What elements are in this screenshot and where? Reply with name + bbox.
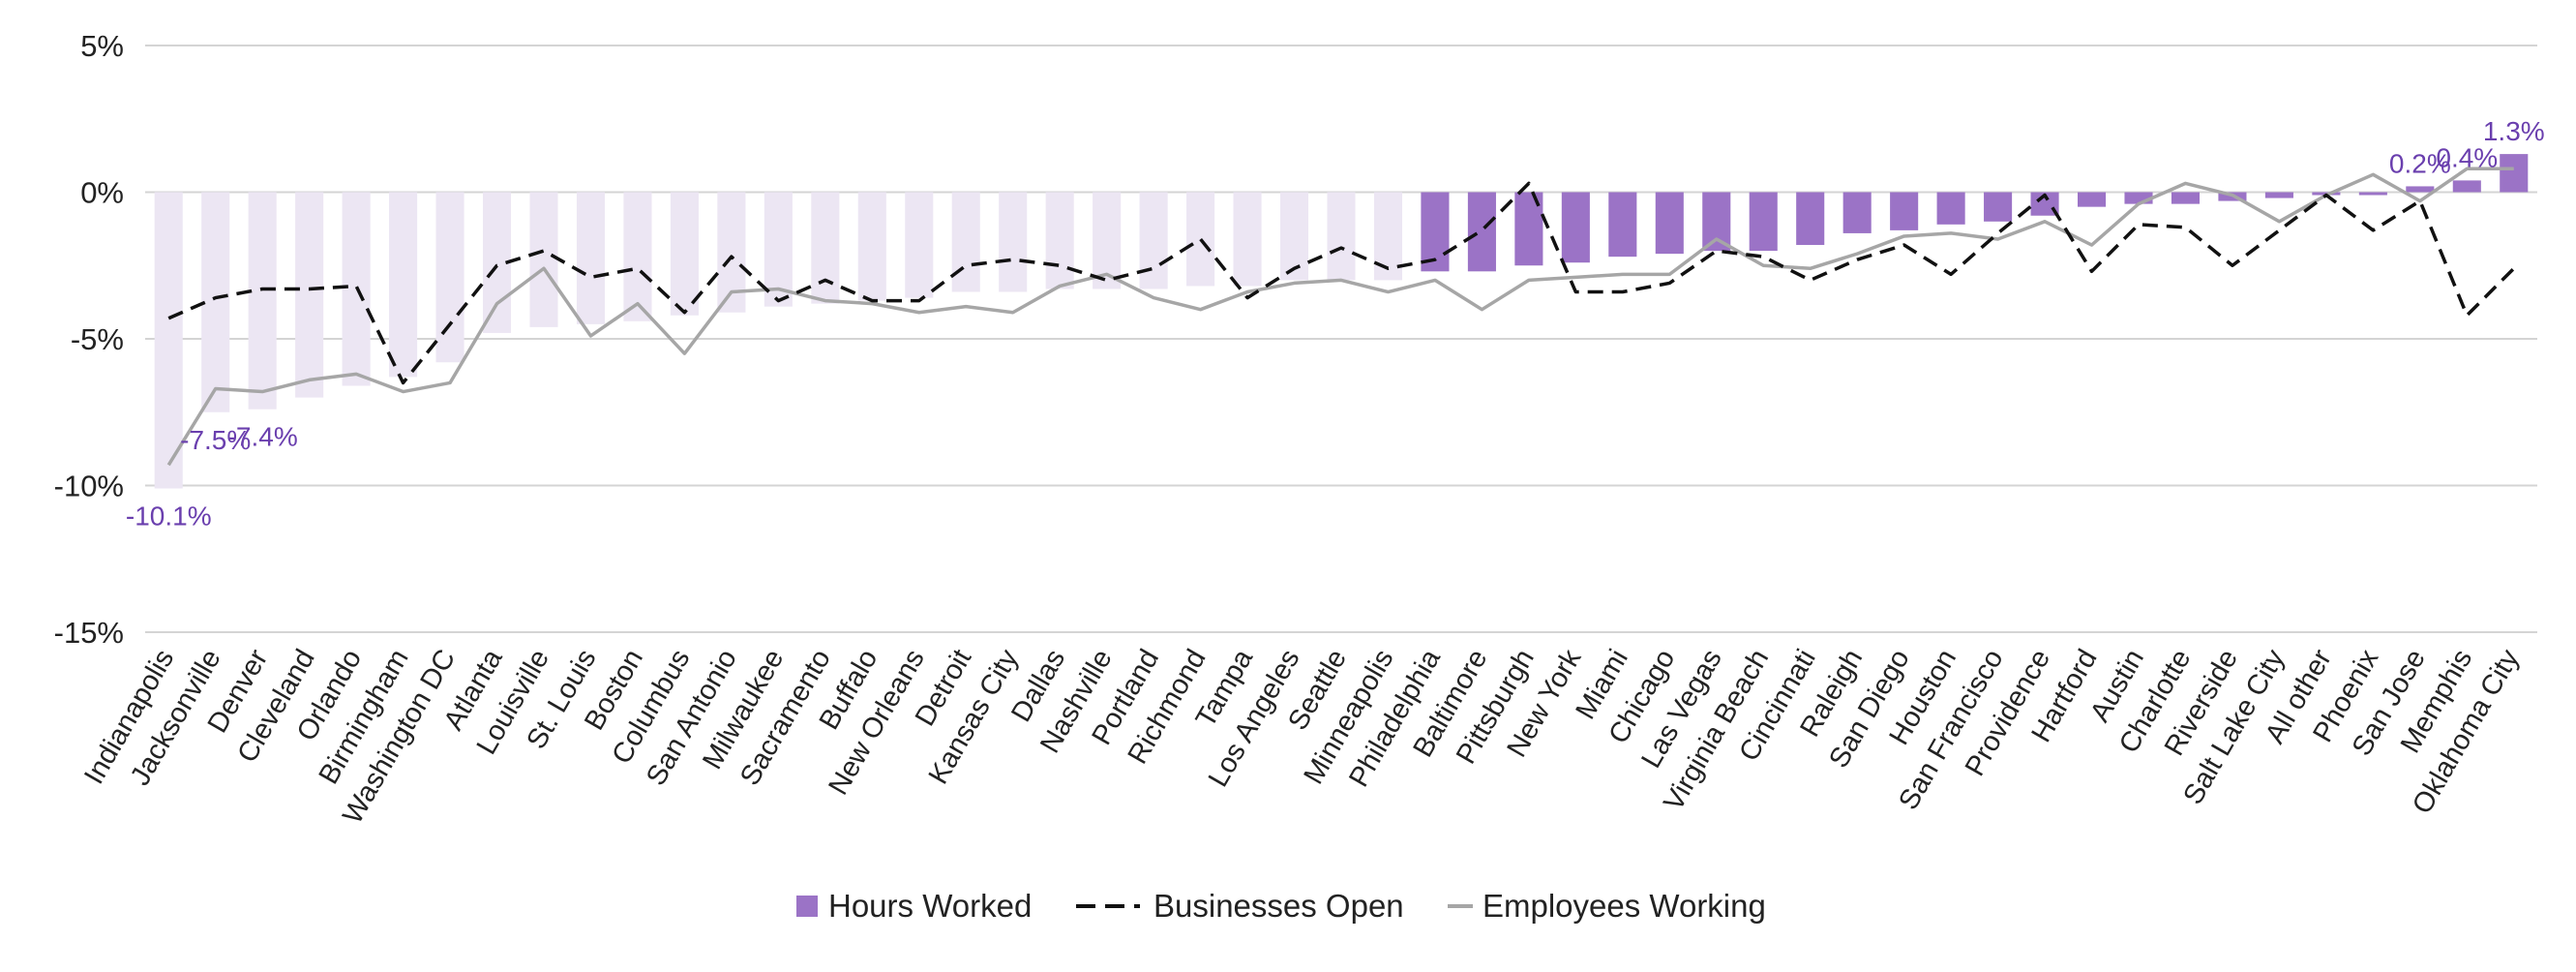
bar-washington-dc[interactable] xyxy=(435,192,464,363)
data-labels: -10.1% -7.5%-7.4% 0.2%0.4%1.3% xyxy=(126,116,2545,531)
bar-indianapolis[interactable] xyxy=(154,192,183,489)
legend-swatch-hours-worked xyxy=(796,896,818,917)
data-label-indianapolis: -10.1% xyxy=(126,501,212,532)
bar-chicago[interactable] xyxy=(1655,192,1684,255)
y-tick-label: 5% xyxy=(80,29,124,63)
bar-las-vegas[interactable] xyxy=(1702,192,1731,252)
bar-baltimore[interactable] xyxy=(1467,192,1496,272)
y-tick-label: -10% xyxy=(54,470,124,503)
bar-columbus[interactable] xyxy=(670,192,699,316)
bar-detroit[interactable] xyxy=(951,192,980,292)
legend-label-hours-worked: Hours Worked xyxy=(828,888,1032,924)
bar-buffalo[interactable] xyxy=(857,192,886,301)
bar-louisville[interactable] xyxy=(529,192,558,327)
bar-san-diego[interactable] xyxy=(1890,192,1919,230)
bar-houston[interactable] xyxy=(1936,192,1965,225)
bar-los-angeles[interactable] xyxy=(1279,192,1309,281)
bar-denver[interactable] xyxy=(248,192,277,410)
bar-seattle[interactable] xyxy=(1327,192,1356,281)
bar-cincinnati[interactable] xyxy=(1796,192,1825,246)
bar-dallas[interactable] xyxy=(1045,192,1074,289)
data-label-oklahoma-city: 1.3% xyxy=(2483,116,2545,146)
bar-raleigh[interactable] xyxy=(1842,192,1872,233)
legend-label-businesses-open: Businesses Open xyxy=(1153,888,1404,924)
data-label-san-jose: 0.2% xyxy=(2389,148,2451,178)
bar-sacramento[interactable] xyxy=(811,192,840,304)
y-tick-label: -5% xyxy=(71,322,124,356)
bar-cleveland[interactable] xyxy=(295,192,324,398)
y-axis-tick-labels: 5% 0% -5% -10% -15% xyxy=(54,29,124,650)
bar-boston[interactable] xyxy=(623,192,652,321)
legend-item-businesses-open[interactable]: Businesses Open xyxy=(1076,888,1404,924)
line-employees-working[interactable] xyxy=(166,167,2514,467)
series-lines xyxy=(166,167,2516,467)
bar-miami[interactable] xyxy=(1608,192,1637,258)
bar-san-francisco[interactable] xyxy=(1984,192,2013,222)
legend: Hours Worked Businesses Open Employees W… xyxy=(796,888,1766,924)
legend-item-employees-working[interactable]: Employees Working xyxy=(1448,888,1766,924)
data-label-jacksonville: -7.5% xyxy=(180,425,251,455)
gridlines xyxy=(145,45,2537,633)
bar-kansas-city[interactable] xyxy=(999,192,1028,292)
y-tick-label: 0% xyxy=(80,176,124,210)
bar-tampa[interactable] xyxy=(1233,192,1262,287)
x-axis-tick-labels: IndianapolisJacksonvilleDenverClevelandO… xyxy=(78,644,2526,830)
bar-jacksonville[interactable] xyxy=(201,192,230,412)
bar-virginia-beach[interactable] xyxy=(1749,192,1778,252)
hours-worked-bars xyxy=(154,154,2529,489)
bar-memphis[interactable] xyxy=(2452,180,2481,193)
data-label-denver: -7.4% xyxy=(227,422,298,452)
data-label-memphis: 0.4% xyxy=(2436,142,2498,172)
bar-richmond[interactable] xyxy=(1186,192,1215,287)
bar-san-jose[interactable] xyxy=(2406,186,2435,193)
bar-charlotte[interactable] xyxy=(2171,192,2201,204)
bar-hartford[interactable] xyxy=(2077,192,2107,207)
legend-label-employees-working: Employees Working xyxy=(1483,888,1766,924)
bar-new-york[interactable] xyxy=(1561,192,1590,263)
line-businesses-open[interactable] xyxy=(167,181,2516,385)
bar-portland[interactable] xyxy=(1139,192,1168,289)
bar-salt-lake-city[interactable] xyxy=(2264,192,2293,198)
bar-phoenix[interactable] xyxy=(2358,192,2387,196)
legend-item-hours-worked[interactable]: Hours Worked xyxy=(796,888,1032,924)
bar-oklahoma-city[interactable] xyxy=(2500,154,2529,193)
bar-new-orleans[interactable] xyxy=(905,192,934,298)
bar-st-louis[interactable] xyxy=(576,192,606,324)
y-tick-label: -15% xyxy=(54,616,124,650)
bar-birmingham[interactable] xyxy=(389,192,418,378)
